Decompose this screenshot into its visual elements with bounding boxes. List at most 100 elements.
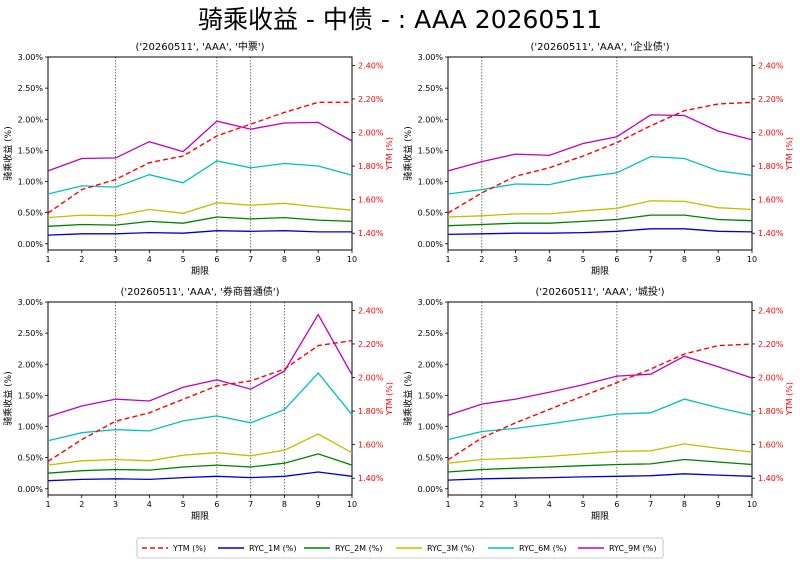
y2-tick-label: 2.40%	[358, 61, 384, 70]
x-tick-label: 4	[547, 255, 552, 264]
x-tick-label: 4	[547, 500, 552, 509]
x-tick-label: 2	[479, 255, 484, 264]
x-tick-label: 9	[716, 255, 721, 264]
y2-tick-label: 1.60%	[358, 196, 384, 205]
x-tick-label: 9	[316, 255, 321, 264]
series-line-ryc-9m	[447, 355, 753, 416]
subplot-title: ('20260511', 'AAA', '企业债')	[531, 40, 670, 53]
x-tick-label: 5	[181, 500, 186, 509]
x-tick-label: 8	[682, 500, 687, 509]
legend-label: RYC_9M (%)	[609, 544, 656, 553]
x-tick-label: 2	[479, 500, 484, 509]
y-tick-label: 0.50%	[418, 454, 444, 463]
x-tick-label: 3	[513, 500, 518, 509]
axes-frame	[447, 301, 753, 496]
series-line-ryc-3m	[447, 443, 753, 464]
series-line-ytm	[47, 101, 352, 214]
series-line-ryc-9m	[47, 120, 353, 172]
x-tick-label: 3	[113, 255, 118, 264]
x-tick-label: 10	[347, 255, 357, 264]
legend-label: RYC_1M (%)	[249, 544, 296, 553]
x-tick-label: 4	[147, 500, 152, 509]
y-tick-label: 3.00%	[418, 298, 444, 307]
y-tick-label: 1.00%	[18, 178, 44, 187]
series-line-ryc-3m	[447, 200, 753, 218]
y-tick-label: 3.00%	[18, 53, 44, 62]
y2-tick-label: 2.00%	[358, 374, 384, 383]
series-line-ryc-2m	[47, 453, 353, 474]
axes-frame	[447, 56, 753, 251]
series-line-ryc-3m	[47, 202, 353, 219]
x-tick-label: 2	[79, 255, 84, 264]
y-axis-label: 骑乘收益 (%)	[402, 126, 414, 180]
y-tick-label: 0.00%	[18, 240, 44, 249]
subplot-title: ('20260511', 'AAA', '城投')	[536, 285, 665, 298]
x-tick-label: 7	[248, 255, 253, 264]
y-tick-label: 1.00%	[18, 423, 44, 432]
series-line-ryc-1m	[447, 228, 753, 236]
y-tick-label: 0.50%	[18, 454, 44, 463]
y2-tick-label: 2.20%	[358, 95, 384, 104]
axes-frame	[47, 56, 353, 251]
subplot-2: ('20260511', 'AAA', '企业债') 1 2 3 4 5 6 7 8 9 10 期限 0…	[402, 40, 794, 277]
series-line-ryc-2m	[447, 214, 753, 227]
y2-axis-label: YTM (%)	[385, 382, 394, 416]
x-tick-label: 5	[581, 255, 586, 264]
subplot-1: ('20260511', 'AAA', '中票') 1 2 3 4 5 6 7 8 9 10 期限 0.…	[2, 40, 394, 277]
y2-tick-label: 1.40%	[358, 474, 384, 483]
y-tick-label: 2.50%	[418, 329, 444, 338]
y2-tick-label: 1.40%	[758, 474, 784, 483]
x-tick-label: 8	[682, 255, 687, 264]
y2-tick-label: 1.40%	[758, 229, 784, 238]
y-tick-label: 1.50%	[418, 146, 444, 155]
x-tick-label: 7	[648, 255, 653, 264]
y-tick-label: 1.00%	[418, 423, 444, 432]
series-line-ryc-2m	[47, 216, 353, 227]
y2-tick-label: 2.40%	[758, 61, 784, 70]
y2-tick-label: 2.20%	[758, 340, 784, 349]
legend-label: RYC_3M (%)	[427, 544, 474, 553]
series-line-ytm	[47, 339, 353, 462]
x-tick-label: 9	[716, 500, 721, 509]
legend-item: RYC_6M (%)	[488, 544, 566, 553]
y-tick-label: 2.50%	[18, 84, 44, 93]
x-tick-label: 8	[282, 500, 287, 509]
y2-tick-label: 1.60%	[358, 441, 384, 450]
y2-tick-label: 2.40%	[758, 306, 784, 315]
y-tick-label: 2.50%	[18, 329, 44, 338]
x-tick-label: 6	[614, 500, 619, 509]
y-tick-label: 2.00%	[18, 360, 44, 369]
y2-tick-label: 2.00%	[358, 129, 384, 138]
series-line-ryc-1m	[47, 230, 352, 236]
series-line-ryc-6m	[47, 160, 353, 195]
series-line-ryc-3m	[47, 433, 353, 466]
x-tick-label: 10	[747, 255, 757, 264]
series-line-ryc-6m	[447, 398, 753, 441]
y2-axis-label: YTM (%)	[785, 382, 794, 416]
y-axis-label: 骑乘收益 (%)	[2, 371, 14, 425]
y-tick-label: 1.00%	[418, 178, 444, 187]
y-tick-label: 0.50%	[18, 209, 44, 218]
y-tick-label: 3.00%	[418, 53, 444, 62]
series-line-ryc-9m	[447, 114, 753, 172]
legend-item: RYC_3M (%)	[396, 544, 474, 553]
x-tick-label: 9	[316, 500, 321, 509]
y-tick-label: 3.00%	[18, 298, 44, 307]
subplot-3: ('20260511', 'AAA', '券商普通债') 1 2 3 4 5 6 7 8 9 10 期…	[2, 285, 394, 522]
y-tick-label: 2.50%	[418, 84, 444, 93]
y-tick-label: 0.50%	[418, 209, 444, 218]
subplot-title: ('20260511', 'AAA', '中票')	[136, 40, 265, 53]
y-tick-label: 2.00%	[18, 115, 44, 124]
y-tick-label: 1.50%	[18, 391, 44, 400]
y-tick-label: 2.00%	[418, 360, 444, 369]
y2-tick-label: 1.60%	[758, 441, 784, 450]
x-tick-label: 8	[282, 255, 287, 264]
series-line-ryc-1m	[47, 471, 353, 482]
x-tick-label: 5	[181, 255, 186, 264]
y2-tick-label: 2.40%	[358, 306, 384, 315]
y2-tick-label: 1.40%	[358, 229, 384, 238]
x-axis-label: 期限	[191, 266, 209, 277]
legend-label: RYC_6M (%)	[519, 544, 566, 553]
x-axis-label: 期限	[191, 511, 209, 522]
